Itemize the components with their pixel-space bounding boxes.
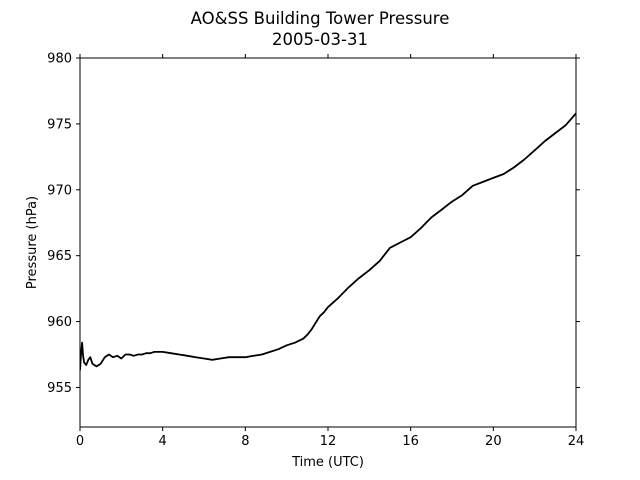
y-tick-label: 970 (47, 183, 72, 198)
chart-title: AO&SS Building Tower Pressure (191, 9, 450, 28)
axis-ticks: 0 4 8 12 16 20 24 955 960 965 970 975 980 (47, 52, 584, 450)
x-tick-label: 8 (241, 434, 249, 449)
series-line (80, 112, 576, 371)
chart-subtitle: 2005-03-31 (272, 30, 368, 49)
y-tick-label: 955 (47, 381, 72, 396)
y-axis-label: Pressure (hPa) (25, 196, 40, 289)
x-tick-label: 20 (485, 434, 502, 449)
y-tick-label: 980 (47, 52, 72, 67)
x-tick-label: 0 (76, 434, 84, 449)
y-tick-label: 960 (47, 315, 72, 330)
x-axis-label: Time (UTC) (291, 455, 364, 470)
x-tick-label: 4 (159, 434, 167, 449)
plot-frame (79, 57, 577, 428)
x-tick-label: 12 (320, 434, 337, 449)
x-tick-label: 16 (402, 434, 419, 449)
y-tick-label: 965 (47, 249, 72, 264)
x-tick-label: 24 (568, 434, 585, 449)
y-tick-label: 975 (47, 117, 72, 132)
